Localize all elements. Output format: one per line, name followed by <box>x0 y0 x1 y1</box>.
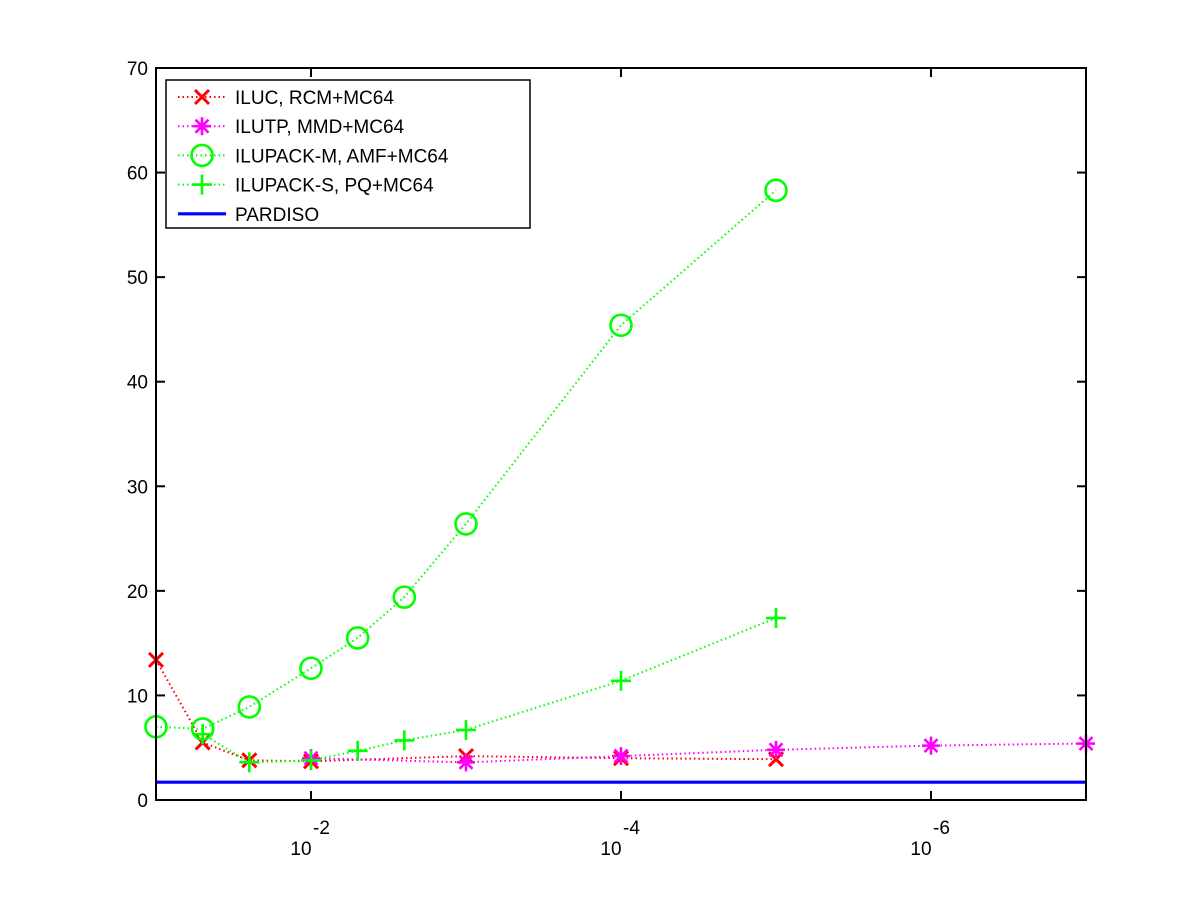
x-tick-exponent: -2 <box>313 818 330 839</box>
data-point-3-0 <box>192 724 213 745</box>
x-tick-exponent: -4 <box>623 818 640 839</box>
data-point-2-5 <box>392 585 417 609</box>
data-point-3-5 <box>456 719 476 740</box>
data-point-1-3 <box>767 740 785 759</box>
y-tick-label: 0 <box>137 791 148 812</box>
legend-entry-4: PARDISO <box>178 205 319 226</box>
legend-label-4: PARDISO <box>235 205 319 226</box>
legend-entry-2: ILUPACK-M, AMF+MC64 <box>178 143 449 168</box>
legend-entry-3: ILUPACK-S, PQ+MC64 <box>178 174 434 197</box>
marker-layer <box>144 178 1095 773</box>
data-point-2-8 <box>764 178 788 203</box>
legend-entry-1: ILUTP, MMD+MC64 <box>178 117 405 138</box>
legend-label-3: ILUPACK-S, PQ+MC64 <box>235 176 434 197</box>
data-point-2-2 <box>237 695 262 719</box>
legend-marker-2 <box>190 143 214 168</box>
legend-marker-3 <box>192 174 212 195</box>
legend-label-0: ILUC, RCM+MC64 <box>235 88 394 109</box>
data-point-1-1 <box>457 753 475 772</box>
y-tick-label: 30 <box>127 477 148 498</box>
y-tick-label: 20 <box>127 582 148 603</box>
x-tick-exponent: -6 <box>933 818 950 839</box>
y-tick-label: 70 <box>127 59 148 80</box>
series-line-3 <box>202 617 777 764</box>
data-point-3-3 <box>347 740 368 761</box>
data-point-2-6 <box>454 512 478 536</box>
data-point-3-7 <box>766 608 786 629</box>
legend-marker-0 <box>193 88 211 106</box>
data-point-3-6 <box>611 670 631 691</box>
x-tick-base: 10 <box>910 839 931 860</box>
legend-entry-0: ILUC, RCM+MC64 <box>178 88 394 109</box>
y-tick-label: 40 <box>127 373 148 394</box>
y-tick-label: 10 <box>127 686 148 707</box>
data-point-2-4 <box>345 626 370 650</box>
series-line-2 <box>155 189 777 730</box>
legend-label-2: ILUPACK-M, AMF+MC64 <box>235 146 449 167</box>
data-point-3-4 <box>394 730 415 751</box>
data-point-3-1 <box>239 752 260 773</box>
data-point-2-7 <box>609 313 633 338</box>
data-point-1-4 <box>922 736 940 755</box>
legend-marker-1 <box>193 117 211 136</box>
legend-label-1: ILUTP, MMD+MC64 <box>235 117 405 138</box>
y-tick-label: 50 <box>127 268 148 289</box>
series-line-1 <box>310 742 1087 764</box>
data-point-2-3 <box>299 656 323 681</box>
data-point-3-2 <box>301 750 321 771</box>
legend-box <box>165 79 531 229</box>
y-tick-label: 60 <box>127 164 148 185</box>
x-tick-base: 10 <box>290 839 311 860</box>
legend: ILUC, RCM+MC64 ILUTP, MMD+MC64 ILUPACK-M, … <box>165 79 531 229</box>
data-point-1-2 <box>612 747 630 766</box>
x-tick-base: 10 <box>600 839 621 860</box>
